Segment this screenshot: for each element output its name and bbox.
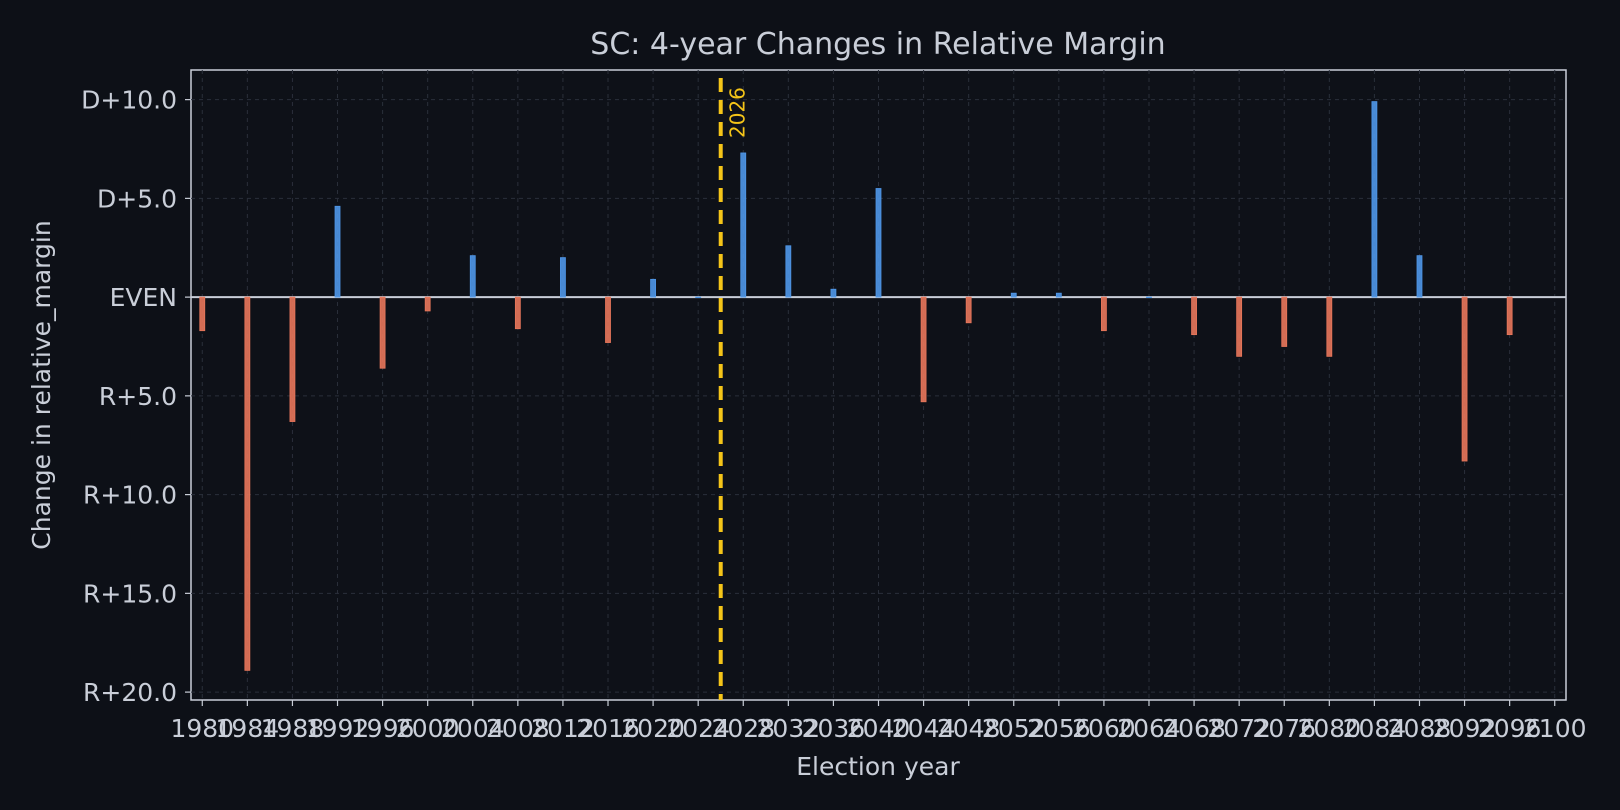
- bar-2060: [1101, 296, 1107, 332]
- bar-2084: [1371, 101, 1378, 298]
- x-tick-label: 1996: [351, 714, 415, 743]
- x-tick-label: 2016: [576, 714, 640, 743]
- bar-2068: [1191, 296, 1197, 336]
- x-tick-label: 1988: [261, 714, 325, 743]
- y-tick-label: R+20.0: [83, 678, 177, 707]
- bar-2000: [424, 296, 431, 312]
- marker-group: 2026: [718, 78, 750, 700]
- bar-1984: [244, 296, 251, 671]
- bar-2052: [1010, 292, 1017, 298]
- x-tick-label: 2100: [1523, 714, 1587, 743]
- bar-2032: [785, 245, 792, 298]
- x-tick-label: 2096: [1478, 714, 1542, 743]
- chart-title: SC: 4-year Changes in Relative Margin: [590, 27, 1165, 62]
- x-tick-label: 2068: [1162, 714, 1226, 743]
- bar-2028: [740, 152, 747, 298]
- x-axis-label: Election year: [796, 752, 960, 781]
- y-tick-label: R+10.0: [83, 481, 177, 510]
- x-tick-label: 2004: [441, 714, 505, 743]
- y-tick-label: R+5.0: [99, 382, 177, 411]
- bar-2004: [469, 255, 476, 298]
- x-tick-label: 2040: [847, 714, 911, 743]
- bar-2076: [1281, 296, 1288, 347]
- x-tick-label: 2084: [1343, 714, 1407, 743]
- bar-2092: [1461, 296, 1468, 462]
- y-axis: D+10.0 D+5.0 EVEN R+5.0 R+10.0 R+15.0 R+20.0: [81, 86, 191, 707]
- x-tick-label: 2060: [1072, 714, 1136, 743]
- x-tick-label: 2064: [1117, 714, 1181, 743]
- x-tick-label: 2092: [1433, 714, 1497, 743]
- bars: [199, 101, 1513, 671]
- bar-2008: [514, 296, 521, 330]
- bar-2040: [875, 188, 882, 298]
- bar-2024: [695, 296, 702, 299]
- bar-1988: [289, 296, 296, 422]
- x-tick-label: 1980: [170, 714, 234, 743]
- x-tick-label: 2088: [1388, 714, 1452, 743]
- y-tick-label: D+5.0: [97, 184, 177, 213]
- x-tick-label: 1984: [216, 714, 280, 743]
- bar-2012: [560, 257, 566, 298]
- x-tick-label: 2036: [802, 714, 866, 743]
- x-tick-label: 2028: [711, 714, 775, 743]
- bar-2036: [830, 288, 837, 298]
- x-axis: 1980198419881992199620002004200820122016…: [170, 700, 1587, 743]
- x-tick-label: 2020: [621, 714, 685, 743]
- bar-2048: [965, 296, 972, 324]
- bar-2020: [650, 278, 656, 298]
- x-tick-label: 2056: [1027, 714, 1091, 743]
- bar-2088: [1416, 255, 1423, 298]
- bar-2080: [1326, 296, 1333, 357]
- bar-1992: [334, 205, 341, 298]
- y-tick-label: EVEN: [110, 283, 177, 312]
- x-tick-label: 2076: [1252, 714, 1316, 743]
- x-tick-label: 1992: [306, 714, 370, 743]
- y-tick-label: R+15.0: [83, 579, 177, 608]
- bar-2016: [605, 296, 611, 343]
- x-tick-label: 2052: [982, 714, 1046, 743]
- x-tick-label: 2024: [666, 714, 730, 743]
- x-tick-label: 2008: [486, 714, 550, 743]
- y-axis-label: Change in relative_margin: [27, 220, 56, 549]
- bar-2096: [1506, 296, 1513, 336]
- x-tick-label: 2048: [937, 714, 1001, 743]
- bar-2056: [1055, 292, 1062, 298]
- x-tick-label: 2080: [1298, 714, 1362, 743]
- y-tick-label: D+10.0: [81, 86, 177, 115]
- x-tick-label: 2072: [1207, 714, 1271, 743]
- bar-2072: [1236, 296, 1243, 357]
- bar-1996: [379, 296, 386, 369]
- bar-1980: [199, 296, 206, 332]
- x-tick-label: 2044: [892, 714, 956, 743]
- x-tick-label: 2012: [531, 714, 595, 743]
- bar-2044: [920, 296, 927, 403]
- x-tick-label: 2032: [757, 714, 821, 743]
- x-tick-label: 2000: [396, 714, 460, 743]
- bar-2064: [1146, 296, 1152, 299]
- marker-label: 2026: [726, 87, 750, 138]
